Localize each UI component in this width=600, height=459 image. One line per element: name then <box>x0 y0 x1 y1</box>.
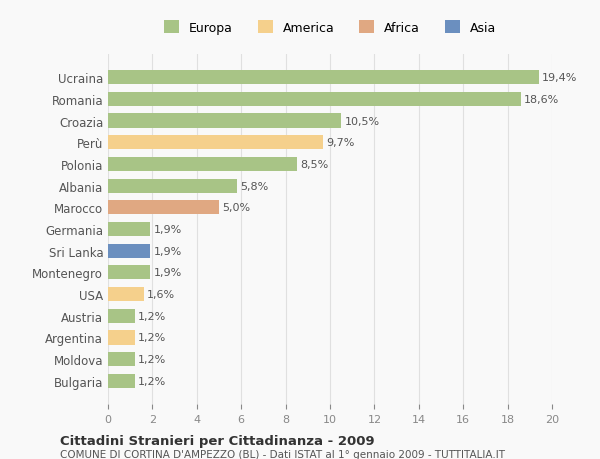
Bar <box>108 353 134 366</box>
Bar <box>108 114 341 129</box>
Bar <box>108 157 297 172</box>
Bar <box>108 266 150 280</box>
Text: Cittadini Stranieri per Cittadinanza - 2009: Cittadini Stranieri per Cittadinanza - 2… <box>60 434 374 447</box>
Text: 1,6%: 1,6% <box>147 290 175 299</box>
Text: 1,2%: 1,2% <box>138 354 166 364</box>
Bar <box>108 136 323 150</box>
Text: 1,9%: 1,9% <box>154 246 182 256</box>
Text: 1,9%: 1,9% <box>154 224 182 235</box>
Text: 18,6%: 18,6% <box>524 95 560 105</box>
Bar <box>108 330 134 345</box>
Bar <box>108 223 150 236</box>
Text: 5,8%: 5,8% <box>240 181 268 191</box>
Bar <box>108 201 219 215</box>
Bar <box>108 179 237 193</box>
Text: 1,2%: 1,2% <box>138 376 166 386</box>
Bar <box>108 244 150 258</box>
Text: 8,5%: 8,5% <box>300 160 328 169</box>
Bar <box>108 71 539 85</box>
Text: 5,0%: 5,0% <box>223 203 250 213</box>
Text: 10,5%: 10,5% <box>344 116 380 126</box>
Text: 9,7%: 9,7% <box>326 138 355 148</box>
Bar <box>108 93 521 106</box>
Text: 19,4%: 19,4% <box>542 73 577 83</box>
Bar <box>108 374 134 388</box>
Text: 1,2%: 1,2% <box>138 333 166 343</box>
Text: 1,9%: 1,9% <box>154 268 182 278</box>
Bar <box>108 287 143 302</box>
Bar <box>108 309 134 323</box>
Legend: Europa, America, Africa, Asia: Europa, America, Africa, Asia <box>158 16 502 39</box>
Text: COMUNE DI CORTINA D'AMPEZZO (BL) - Dati ISTAT al 1° gennaio 2009 - TUTTITALIA.IT: COMUNE DI CORTINA D'AMPEZZO (BL) - Dati … <box>60 449 505 459</box>
Text: 1,2%: 1,2% <box>138 311 166 321</box>
